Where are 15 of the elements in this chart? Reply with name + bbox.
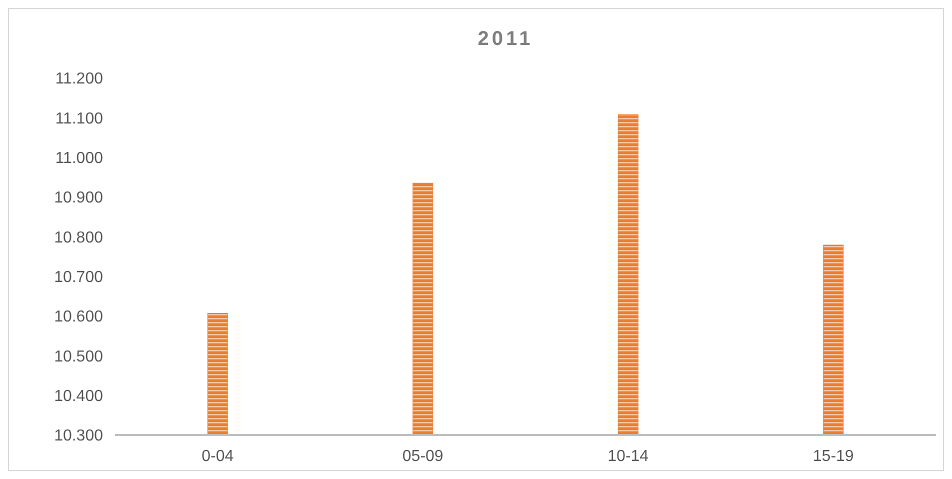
y-tick-label: 11.000 [55, 150, 104, 167]
x-tick-label: 10-14 [608, 448, 649, 465]
x-tick-label: 05-09 [402, 448, 444, 465]
y-tick-label: 10.600 [54, 308, 104, 326]
x-tick-label: 0-04 [202, 448, 234, 465]
y-tick-label: 10.400 [54, 388, 104, 405]
y-tick-label: 10.700 [54, 268, 104, 286]
y-tick-label: 10.300 [54, 428, 104, 445]
chart-title: 2011 [478, 28, 534, 50]
y-tick-label: 10.800 [54, 229, 104, 246]
y-tick-label: 11.100 [55, 110, 104, 128]
y-tick-label: 10.900 [54, 190, 104, 207]
y-tick-label: 11.200 [55, 70, 104, 88]
x-tick-label: 15-19 [812, 448, 854, 465]
y-tick-label: 10.500 [54, 348, 104, 366]
